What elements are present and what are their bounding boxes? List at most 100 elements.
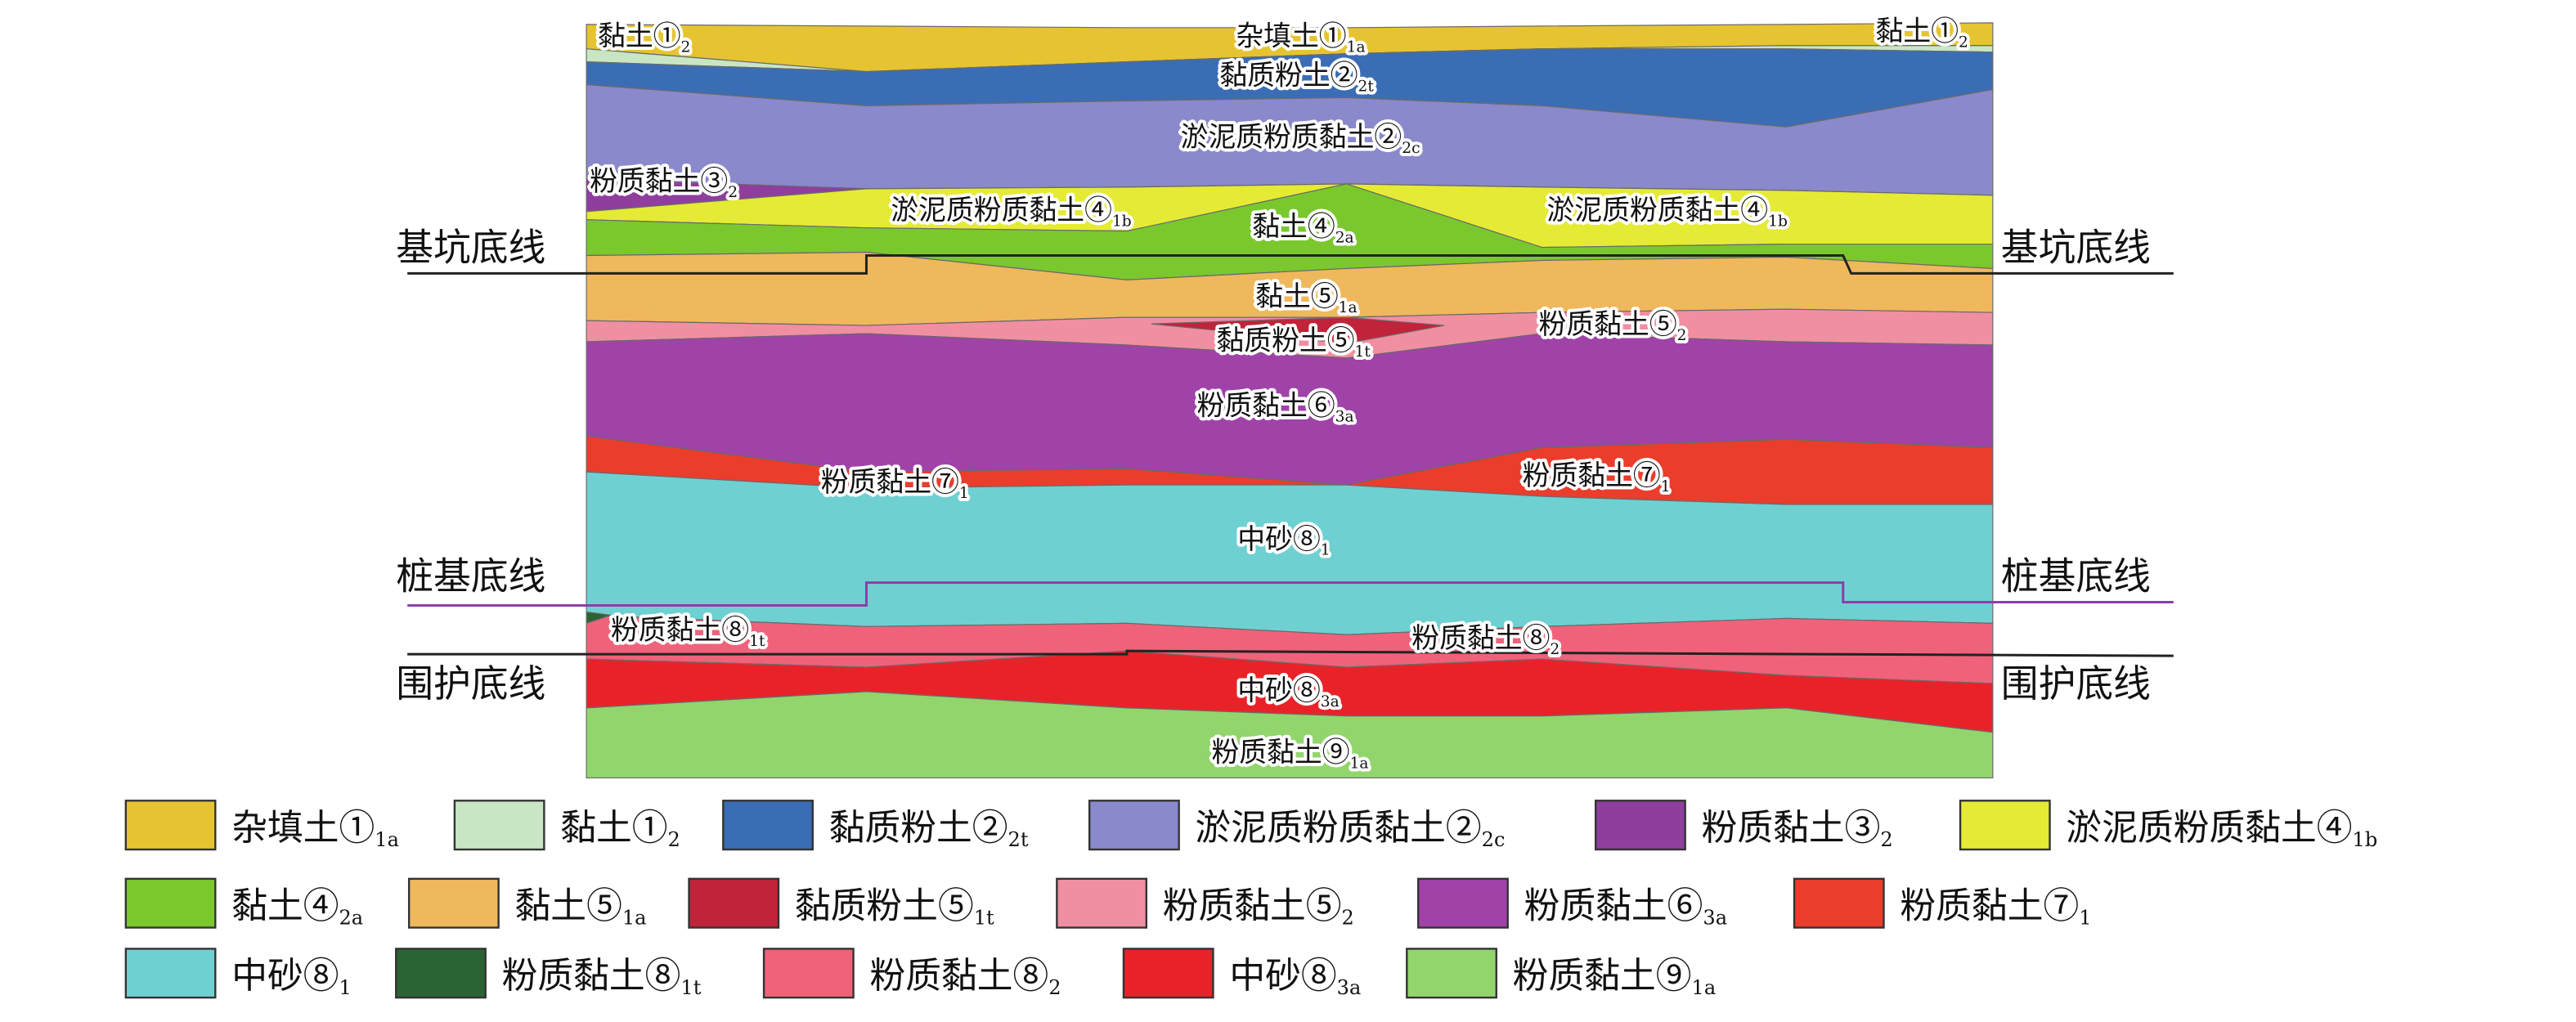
legend-item: 黏土①2: [453, 800, 680, 851]
legend-label: 黏土①2: [560, 807, 680, 851]
legend-label: 中砂⑧3a: [1229, 955, 1361, 999]
layer-label-text: 粉质黏土③: [590, 165, 728, 197]
layer-label-subscript: 1a: [1339, 299, 1358, 316]
legend-label: 粉质黏土⑥3a: [1524, 885, 1728, 930]
legend-item: 黏质粉土②2t: [722, 800, 1029, 851]
layer-label-text: 淤泥质粉质黏土②: [1181, 121, 1402, 153]
legend-swatch: [1088, 800, 1180, 851]
reference-line-label-left: 桩基底线: [396, 555, 545, 598]
reference-line-label-right-text: 桩基底线: [2001, 555, 2151, 598]
reference-line: [407, 254, 2174, 275]
legend-swatch: [1793, 877, 1885, 929]
legend-label-text: 粉质黏土⑨: [1513, 955, 1692, 997]
legend-label-text: 中砂⑧: [231, 955, 339, 997]
layer-label-subscript: 2: [681, 39, 691, 56]
legend-label-subscript: 1: [2079, 907, 2091, 930]
legend-label-text: 淤泥质粉质黏土④: [2066, 807, 2352, 849]
legend-label: 杂填土①1a: [231, 807, 399, 851]
legend-swatch: [1959, 800, 2051, 851]
layer-label: 淤泥质粉质黏土④1b: [891, 195, 1131, 231]
legend-swatch: [1056, 877, 1148, 929]
legend-item: 黏土④2a: [124, 877, 363, 930]
layer-label-text: 黏土⑤: [1255, 280, 1338, 312]
legend-swatch: [124, 877, 217, 929]
layer-labels: 黏土①2 杂填土①1a黏土①2黏质粉土②2t淤泥质粉质黏土②2c粉质黏土③2淤泥质…: [586, 12, 1972, 776]
layer-label-text: 黏质粉土⑤: [1216, 325, 1354, 356]
layer-label: 粉质黏土⑥3a: [1197, 390, 1354, 426]
legend-swatch: [1595, 800, 1686, 851]
legend-label: 粉质黏土⑤2: [1163, 885, 1354, 930]
layer-label: 黏质粉土⑤1t: [1216, 325, 1371, 361]
layer-label-text: 中砂⑧: [1237, 523, 1320, 555]
legend-label-subscript: 1: [339, 976, 351, 999]
layer-label-subscript: 2: [1550, 641, 1560, 658]
soil-layer: [586, 611, 612, 625]
legend-swatch: [688, 877, 780, 929]
layer-label-text: 杂填土①: [1236, 20, 1346, 52]
legend-label-subscript: 3a: [1337, 976, 1362, 999]
legend-label-text: 杂填土①: [231, 807, 375, 849]
reference-line-label-left-text: 基坑底线: [396, 226, 545, 269]
legend-item: 粉质黏土⑦1: [1793, 877, 2092, 930]
layer-label-subscript: 2: [728, 184, 738, 201]
reference-line: [407, 581, 2174, 607]
legend-label-subscript: 1a: [375, 828, 399, 851]
reference-line-label-right: 基坑底线: [2001, 226, 2151, 269]
legend-label-subscript: 2c: [1482, 828, 1506, 851]
layer-label-subscript: 1a: [1350, 755, 1369, 772]
layer-label-subscript: 2: [1677, 327, 1687, 344]
legend-label-subscript: 3a: [1703, 907, 1727, 930]
layer-label-text: 黏土①: [1876, 16, 1959, 47]
layer-label: 中砂⑧1: [1237, 523, 1330, 559]
legend-label: 黏质粉土⑤1t: [795, 885, 994, 930]
legend-label-text: 粉质黏土⑧: [502, 955, 681, 997]
legend-item: 杂填土①1a: [124, 800, 399, 851]
legend-item: 粉质黏土⑨1a: [1406, 948, 1717, 999]
legend-label-text: 黏土①: [560, 807, 667, 849]
layer-label-subscript: 1: [959, 485, 969, 502]
layer-label: 淤泥质粉质黏土④1b: [1546, 195, 1787, 231]
legend-label-subscript: 2t: [1008, 828, 1029, 851]
layer-label-text: 淤泥质粉质黏土④: [1546, 195, 1768, 226]
legend-label-subscript: 1t: [680, 976, 701, 999]
legend-label-subscript: 1t: [974, 907, 994, 930]
reference-line-label-left-text: 桩基底线: [396, 555, 545, 598]
legend-label: 粉质黏土⑧2: [869, 955, 1061, 999]
legend-label: 黏土⑤1a: [515, 885, 647, 930]
layer-label: 粉质黏土③2: [590, 165, 738, 201]
reference-line-label-right-text: 围护底线: [2001, 662, 2151, 706]
legend-label-text: 粉质黏土⑧: [869, 955, 1048, 997]
legend-label: 黏土④2a: [231, 885, 363, 930]
legend-label: 粉质黏土⑧1t: [502, 955, 702, 999]
reference-line-label-left: 基坑底线: [396, 226, 545, 269]
reference-line-label-left-text: 围护底线: [396, 662, 545, 706]
layer-label-text: 中砂⑧: [1237, 675, 1320, 706]
legend-label-text: 粉质黏土③: [1702, 807, 1881, 849]
layer-label: 黏土④2a: [1252, 211, 1353, 247]
layer-label: 粉质黏土⑧2: [1411, 622, 1560, 658]
layer-label-subscript: 2: [1959, 34, 1968, 52]
layer-label: 粉质黏土⑤2: [1539, 308, 1687, 344]
legend-swatch: [722, 800, 814, 851]
legend-label-subscript: 2: [668, 828, 680, 851]
soil-layer: [1151, 316, 1445, 344]
layer-label-subscript: 3a: [1321, 693, 1340, 710]
layer-label-subscript: 2a: [1335, 230, 1354, 247]
reference-line-label-right: 围护底线: [2001, 662, 2151, 706]
legend-swatch: [453, 800, 545, 851]
layer-label-subscript: 1a: [1347, 39, 1366, 56]
legend-item: 中砂⑧1: [124, 948, 352, 999]
legend-item: 中砂⑧3a: [1122, 948, 1361, 999]
layer-label: 黏质粉土②2t: [1219, 60, 1374, 96]
reference-line-label-left: 围护底线: [396, 662, 545, 706]
legend-item: 黏土⑤1a: [407, 877, 647, 930]
legend-label-subscript: 1a: [1692, 976, 1717, 999]
layer-label-subscript: 1b: [1768, 213, 1788, 231]
legend-label-text: 黏质粉土⑤: [795, 885, 974, 927]
layer-label: 黏土①2: [1876, 16, 1968, 52]
legend-swatch: [1406, 948, 1497, 999]
layer-label-text: 粉质黏土⑧: [1411, 622, 1550, 654]
legend-label: 粉质黏土⑦1: [1900, 885, 2091, 930]
legend-item: 粉质黏土⑧1t: [395, 948, 702, 999]
